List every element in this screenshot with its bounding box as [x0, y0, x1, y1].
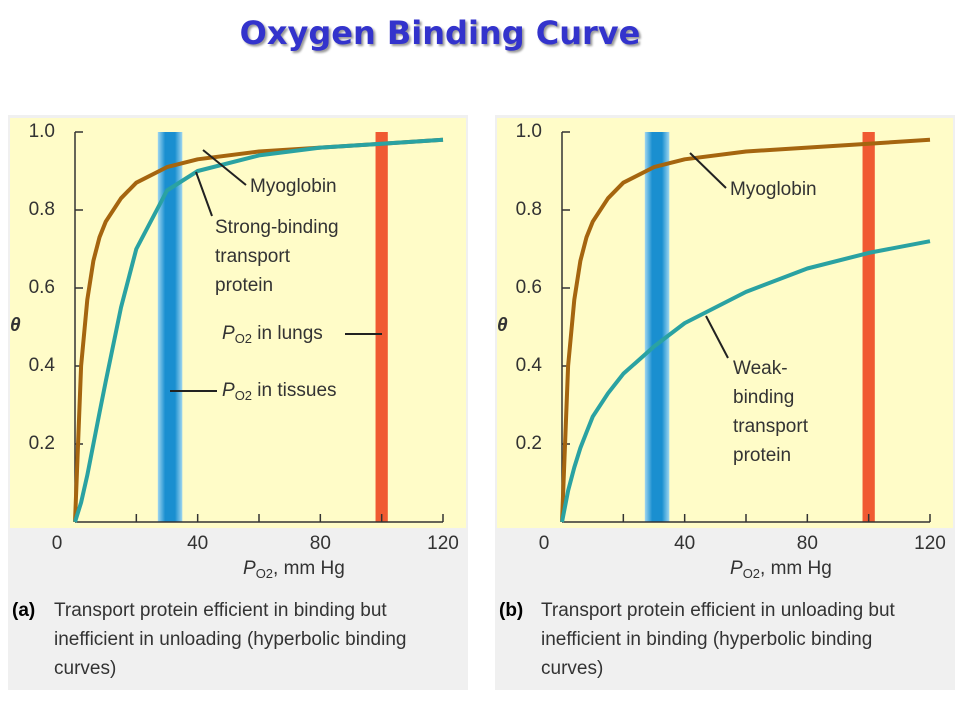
- annotation: Weak-: [733, 358, 788, 379]
- annotation: Strong-binding: [215, 217, 339, 238]
- caption-label: (b): [499, 600, 524, 621]
- annotation: PO2 in tissues: [222, 380, 337, 403]
- annotation-p: P: [222, 380, 235, 401]
- caption-line: inefficient in binding (hyperbolic bindi…: [541, 629, 873, 650]
- annotation: transport: [215, 246, 291, 267]
- annotation: protein: [215, 275, 273, 296]
- y-tick-label: 0.4: [516, 355, 543, 376]
- po2-band: [862, 132, 875, 522]
- leader-line: [202, 149, 247, 186]
- annotation: Myoglobin: [250, 176, 337, 197]
- x-tick-label: 80: [310, 533, 331, 554]
- x-axis-label: PO2, mm Hg: [730, 558, 832, 581]
- y-tick-label: 0.2: [29, 433, 55, 454]
- annotation: protein: [733, 445, 791, 466]
- x-tick-label: 0: [539, 533, 550, 554]
- y-tick-label: 1.0: [516, 121, 542, 142]
- curve: [560, 239, 931, 523]
- x-axis-label-sub: O2: [256, 566, 273, 581]
- annotation: PO2 in lungs: [222, 323, 323, 346]
- leader-line: [689, 152, 727, 189]
- caption: (a) Transport protein efficient in bindin…: [12, 596, 406, 683]
- caption-text: Transport protein efficient in unloading…: [541, 596, 895, 683]
- x-axis-label: PO2, mm Hg: [243, 558, 345, 581]
- x-axis-label-rest: , mm Hg: [760, 558, 832, 579]
- y-tick-label: 0.6: [29, 277, 55, 298]
- leader-line: [705, 315, 729, 359]
- y-tick-label: 0.6: [516, 277, 542, 298]
- y-tick-label: 0.4: [29, 355, 56, 376]
- y-tick-label: 0.2: [516, 433, 542, 454]
- caption-line: Transport protein efficient in binding b…: [54, 600, 387, 621]
- y-axis-label: θ: [497, 315, 508, 336]
- caption-label: (a): [12, 600, 36, 621]
- annotation-sub: O2: [235, 331, 252, 346]
- annotation-p: P: [222, 323, 235, 344]
- po2-band: [375, 132, 388, 522]
- leader-line: [195, 171, 213, 217]
- x-tick-label: 0: [52, 533, 63, 554]
- page-title: Oxygen Binding Curve: [239, 14, 641, 52]
- x-tick-label: 40: [674, 533, 695, 554]
- caption-line: inefficient in unloading (hyperbolic bin…: [54, 629, 407, 650]
- y-tick-label: 1.0: [29, 121, 55, 142]
- caption-line: Transport protein efficient in unloading…: [541, 600, 895, 621]
- annotation-sub: O2: [235, 388, 252, 403]
- annotation: binding: [733, 387, 794, 408]
- x-tick-label: 80: [797, 533, 818, 554]
- annotation: transport: [733, 416, 809, 437]
- annotation-rest: in tissues: [252, 380, 336, 401]
- x-axis-label-sub: O2: [743, 566, 760, 581]
- x-axis-label-p: P: [243, 558, 256, 579]
- caption-line: curves): [541, 658, 604, 679]
- caption: (b) Transport protein efficient in unload…: [499, 596, 895, 683]
- x-tick-label: 120: [914, 533, 946, 554]
- curve: [560, 137, 931, 523]
- caption-text: Transport protein efficient in binding b…: [54, 596, 406, 683]
- y-tick-label: 0.8: [516, 199, 542, 220]
- annotation: Myoglobin: [730, 179, 817, 200]
- annotation-rest: in lungs: [252, 323, 323, 344]
- y-tick-label: 0.8: [29, 199, 55, 220]
- x-tick-label: 120: [427, 533, 459, 554]
- y-axis-label: θ: [10, 315, 21, 336]
- caption-line: curves): [54, 658, 117, 679]
- x-tick-label: 40: [187, 533, 208, 554]
- x-axis-label-rest: , mm Hg: [273, 558, 345, 579]
- curve: [73, 137, 444, 523]
- x-axis-label-p: P: [730, 558, 743, 579]
- po2-band: [644, 132, 670, 522]
